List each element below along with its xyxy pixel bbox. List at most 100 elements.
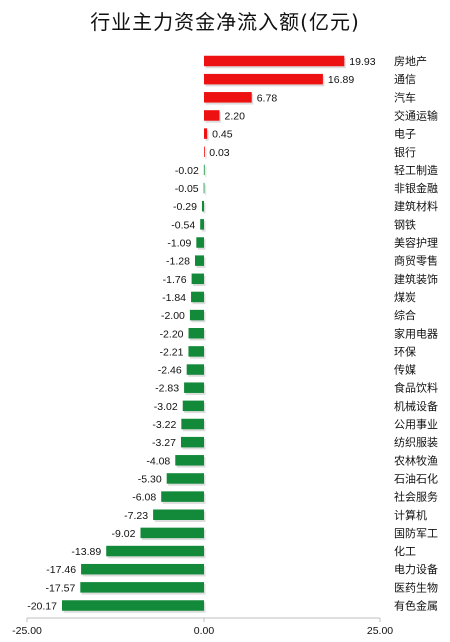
bar-轻工制造 <box>203 164 205 176</box>
category-label: 建筑材料 <box>394 199 438 213</box>
value-label: -1.76 <box>163 274 187 286</box>
value-label: 0.45 <box>212 129 233 141</box>
category-label: 非银金融 <box>394 181 438 195</box>
bars-layer <box>62 55 346 613</box>
value-label: -0.54 <box>171 219 195 231</box>
bar-公用事业 <box>181 418 204 430</box>
category-label: 钢铁 <box>394 218 416 231</box>
bar-医药生物 <box>80 582 204 593</box>
value-label: -2.83 <box>155 383 179 395</box>
value-label: -2.20 <box>160 328 184 340</box>
x-axis-ticks: -25.00 0.00 25.00 <box>12 618 393 637</box>
category-label: 建筑装饰 <box>394 272 438 286</box>
value-label: 6.78 <box>257 92 278 104</box>
value-label: -2.21 <box>160 346 184 358</box>
category-label: 纺织服装 <box>394 435 438 449</box>
bar-国防军工 <box>140 527 204 539</box>
bar-shadow <box>205 184 207 196</box>
value-label: 16.89 <box>328 74 354 86</box>
chart-title: 行业主力资金净流入额(亿元) <box>90 10 360 34</box>
bar-shadow <box>205 166 207 178</box>
category-label: 化工 <box>394 544 416 558</box>
category-label: 美容护理 <box>394 236 438 250</box>
bar-环保 <box>188 346 204 357</box>
value-label: 19.93 <box>349 56 375 68</box>
bar-shadow <box>203 202 206 214</box>
value-label: -4.08 <box>146 455 170 467</box>
value-label: -13.89 <box>71 546 101 558</box>
bar-纺织服装 <box>180 436 204 448</box>
category-label: 医药生物 <box>394 580 438 594</box>
bar-房地产 <box>204 55 345 67</box>
bar-电力设备 <box>81 563 204 575</box>
x-tick-label: 25.00 <box>367 625 393 637</box>
bar-钢铁 <box>200 219 204 230</box>
category-label: 机械设备 <box>394 399 438 413</box>
value-label: -7.23 <box>124 510 148 522</box>
category-label: 环保 <box>394 344 416 358</box>
value-label: -1.28 <box>166 256 190 268</box>
category-label: 电力设备 <box>394 562 438 576</box>
bar-交通运输 <box>204 110 220 121</box>
bar-农林牧渔 <box>175 455 204 466</box>
value-label: -5.30 <box>138 473 162 485</box>
bar-计算机 <box>153 509 204 520</box>
value-label: -3.27 <box>152 437 176 449</box>
bar-机械设备 <box>182 400 204 412</box>
bar-有色金属 <box>62 600 204 611</box>
x-tick-label: 0.00 <box>194 625 215 637</box>
category-label: 商贸零售 <box>394 254 438 268</box>
value-label: -6.08 <box>132 492 156 504</box>
category-label: 综合 <box>394 308 416 322</box>
value-label: 2.20 <box>224 110 245 122</box>
bar-社会服务 <box>161 491 204 502</box>
bar-化工 <box>106 545 204 557</box>
bar-汽车 <box>204 92 252 103</box>
bar-家用电器 <box>188 328 204 339</box>
bar-传媒 <box>186 364 204 375</box>
bar-商贸零售 <box>194 255 204 266</box>
category-label: 食品饮料 <box>394 381 438 395</box>
bar-shadow <box>205 148 207 159</box>
category-label: 银行 <box>394 145 416 159</box>
category-label: 有色金属 <box>394 599 438 613</box>
category-label: 传媒 <box>394 364 416 377</box>
category-label: 交通运输 <box>394 108 438 122</box>
value-label: -1.84 <box>162 292 186 304</box>
category-label: 通信 <box>394 73 416 86</box>
bar-非银金融 <box>203 182 205 194</box>
value-label: -2.00 <box>161 310 185 322</box>
value-label: 0.03 <box>209 147 230 159</box>
bar-银行 <box>204 146 205 157</box>
category-label: 计算机 <box>394 508 427 522</box>
value-label: -17.46 <box>46 564 76 576</box>
category-label: 煤炭 <box>394 291 416 304</box>
value-label: -0.05 <box>175 183 199 195</box>
value-label: -0.02 <box>175 165 199 177</box>
labels-layer: 19.93 房地产 16.89 通信 6.78 汽车 2.20 交通运输 0.45 电子 0.03 银… <box>27 54 438 613</box>
value-label: -17.57 <box>46 582 76 594</box>
value-label: -1.09 <box>167 238 191 250</box>
category-label: 农林牧渔 <box>394 453 438 467</box>
x-tick-label: -25.00 <box>12 625 42 637</box>
value-label: -2.46 <box>158 365 182 377</box>
bar-食品饮料 <box>184 382 204 393</box>
value-label: -20.17 <box>27 601 57 613</box>
value-label: -3.22 <box>152 419 176 431</box>
value-label: -3.02 <box>154 401 178 413</box>
bar-电子 <box>204 128 208 139</box>
category-label: 公用事业 <box>394 418 438 431</box>
value-label: -9.02 <box>112 528 136 540</box>
bar-通信 <box>204 73 323 85</box>
bar-建筑材料 <box>201 200 204 212</box>
bar-美容护理 <box>196 237 204 248</box>
bar-综合 <box>189 309 204 321</box>
bar-建筑装饰 <box>191 273 204 285</box>
category-label: 房地产 <box>394 54 427 68</box>
value-label: -0.29 <box>173 201 197 213</box>
category-label: 社会服务 <box>394 490 438 504</box>
bar-煤炭 <box>191 291 204 303</box>
category-label: 家用电器 <box>394 326 438 340</box>
category-label: 汽车 <box>394 90 416 104</box>
